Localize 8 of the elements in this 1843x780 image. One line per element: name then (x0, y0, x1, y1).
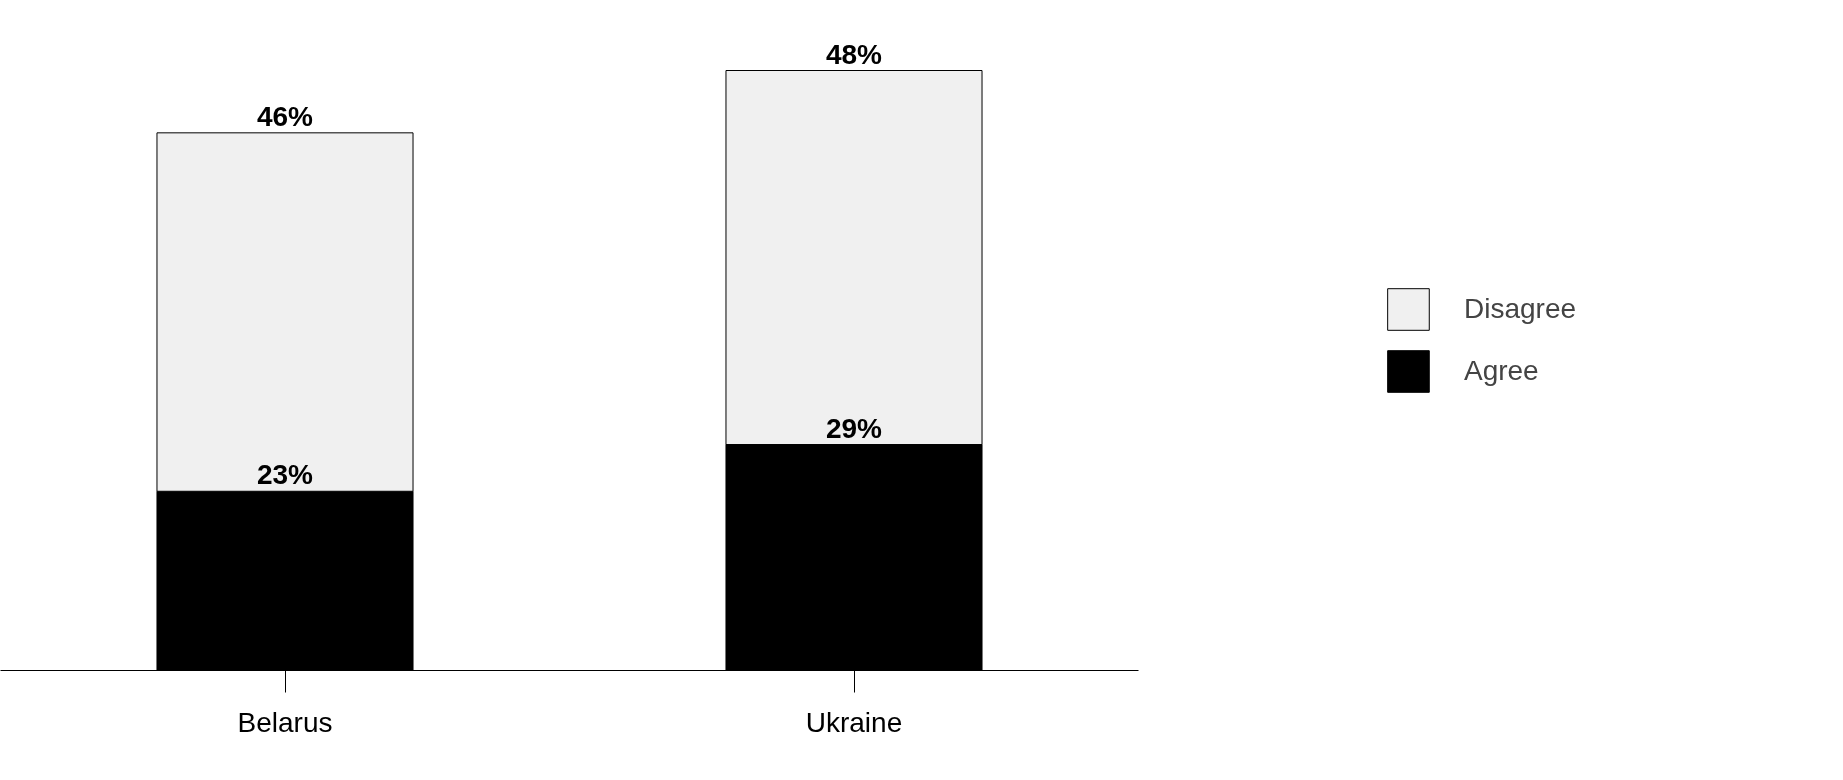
data-label: 23% (256, 459, 314, 491)
data-label: 46% (256, 100, 314, 132)
data-label: 48% (825, 38, 883, 70)
x-tick-label: Belarus (237, 706, 333, 738)
data-label: 29% (825, 412, 883, 444)
x-tick-label: Ukraine (805, 706, 903, 738)
legend-label: Agree (1463, 355, 1539, 387)
legend-label: Disagree (1463, 293, 1577, 325)
